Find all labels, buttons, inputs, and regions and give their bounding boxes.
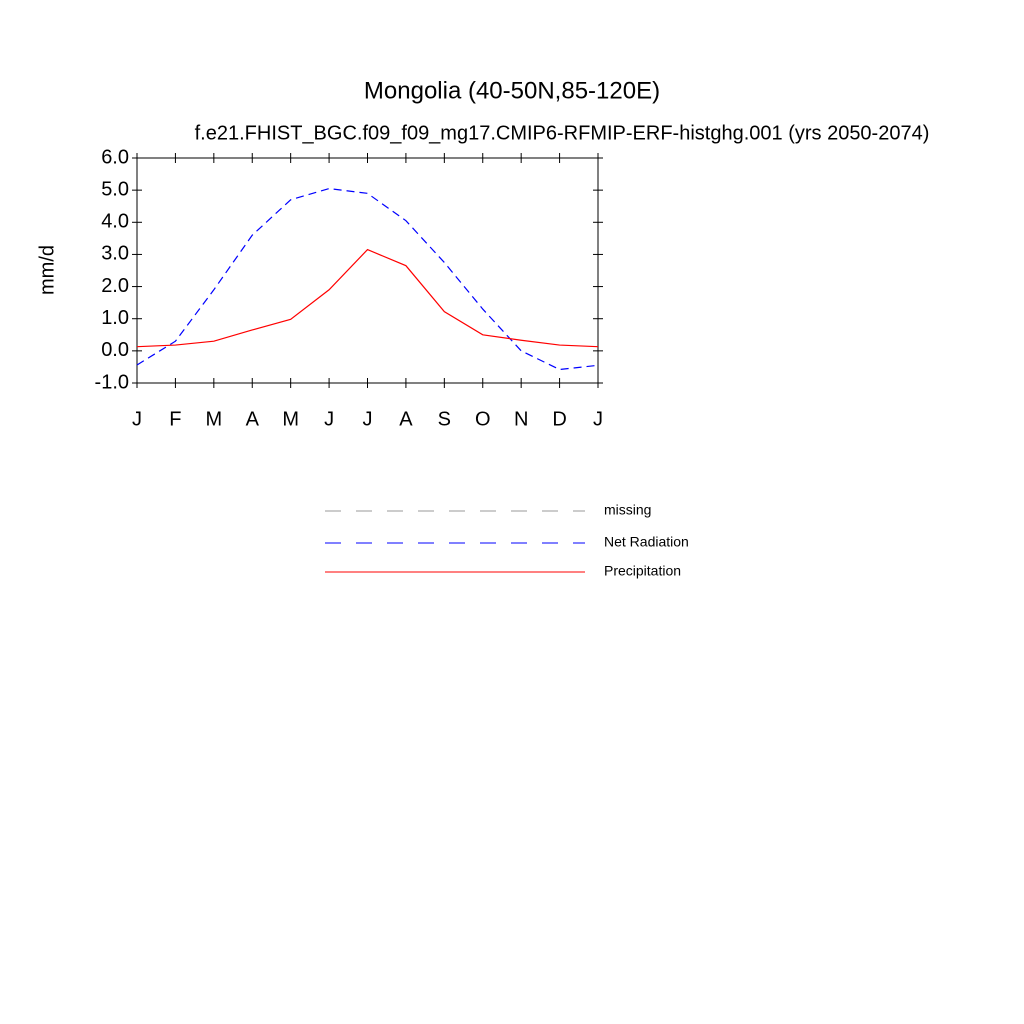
- y-tick-label: 0.0: [101, 339, 129, 361]
- x-tick-label: N: [514, 408, 528, 430]
- x-tick-label: M: [205, 408, 222, 430]
- chart-title: Mongolia (40-50N,85-120E): [364, 77, 660, 104]
- x-tick-label: J: [324, 408, 334, 430]
- x-tick-label: J: [593, 408, 603, 430]
- y-tick-label: 5.0: [101, 178, 129, 200]
- legend-label: missing: [604, 502, 651, 518]
- y-tick-label: 4.0: [101, 211, 129, 233]
- y-tick-label: 6.0: [101, 146, 129, 168]
- y-tick-label: 1.0: [101, 307, 129, 329]
- plot-frame: [136, 157, 599, 384]
- x-tick-label: S: [438, 408, 451, 430]
- x-tick-label: J: [132, 408, 142, 430]
- series-line: [136, 187, 599, 371]
- x-tick-label: A: [399, 408, 413, 430]
- x-tick-label: F: [169, 408, 181, 430]
- y-tick-label: 2.0: [101, 275, 129, 297]
- legend-label: Net Radiation: [604, 534, 689, 550]
- chart-subtitle: f.e21.FHIST_BGC.f09_f09_mg17.CMIP6-RFMIP…: [195, 122, 930, 144]
- x-tick-label: M: [282, 408, 299, 430]
- x-tick-label: J: [363, 408, 373, 430]
- x-tick-label: A: [246, 408, 260, 430]
- series-line: [136, 248, 599, 348]
- legend-label: Precipitation: [604, 563, 681, 579]
- x-tick-label: O: [475, 408, 491, 430]
- x-tick-label: D: [552, 408, 566, 430]
- y-axis-label: mm/d: [36, 245, 58, 295]
- y-tick-label: 3.0: [101, 243, 129, 265]
- y-tick-label: -1.0: [95, 371, 129, 393]
